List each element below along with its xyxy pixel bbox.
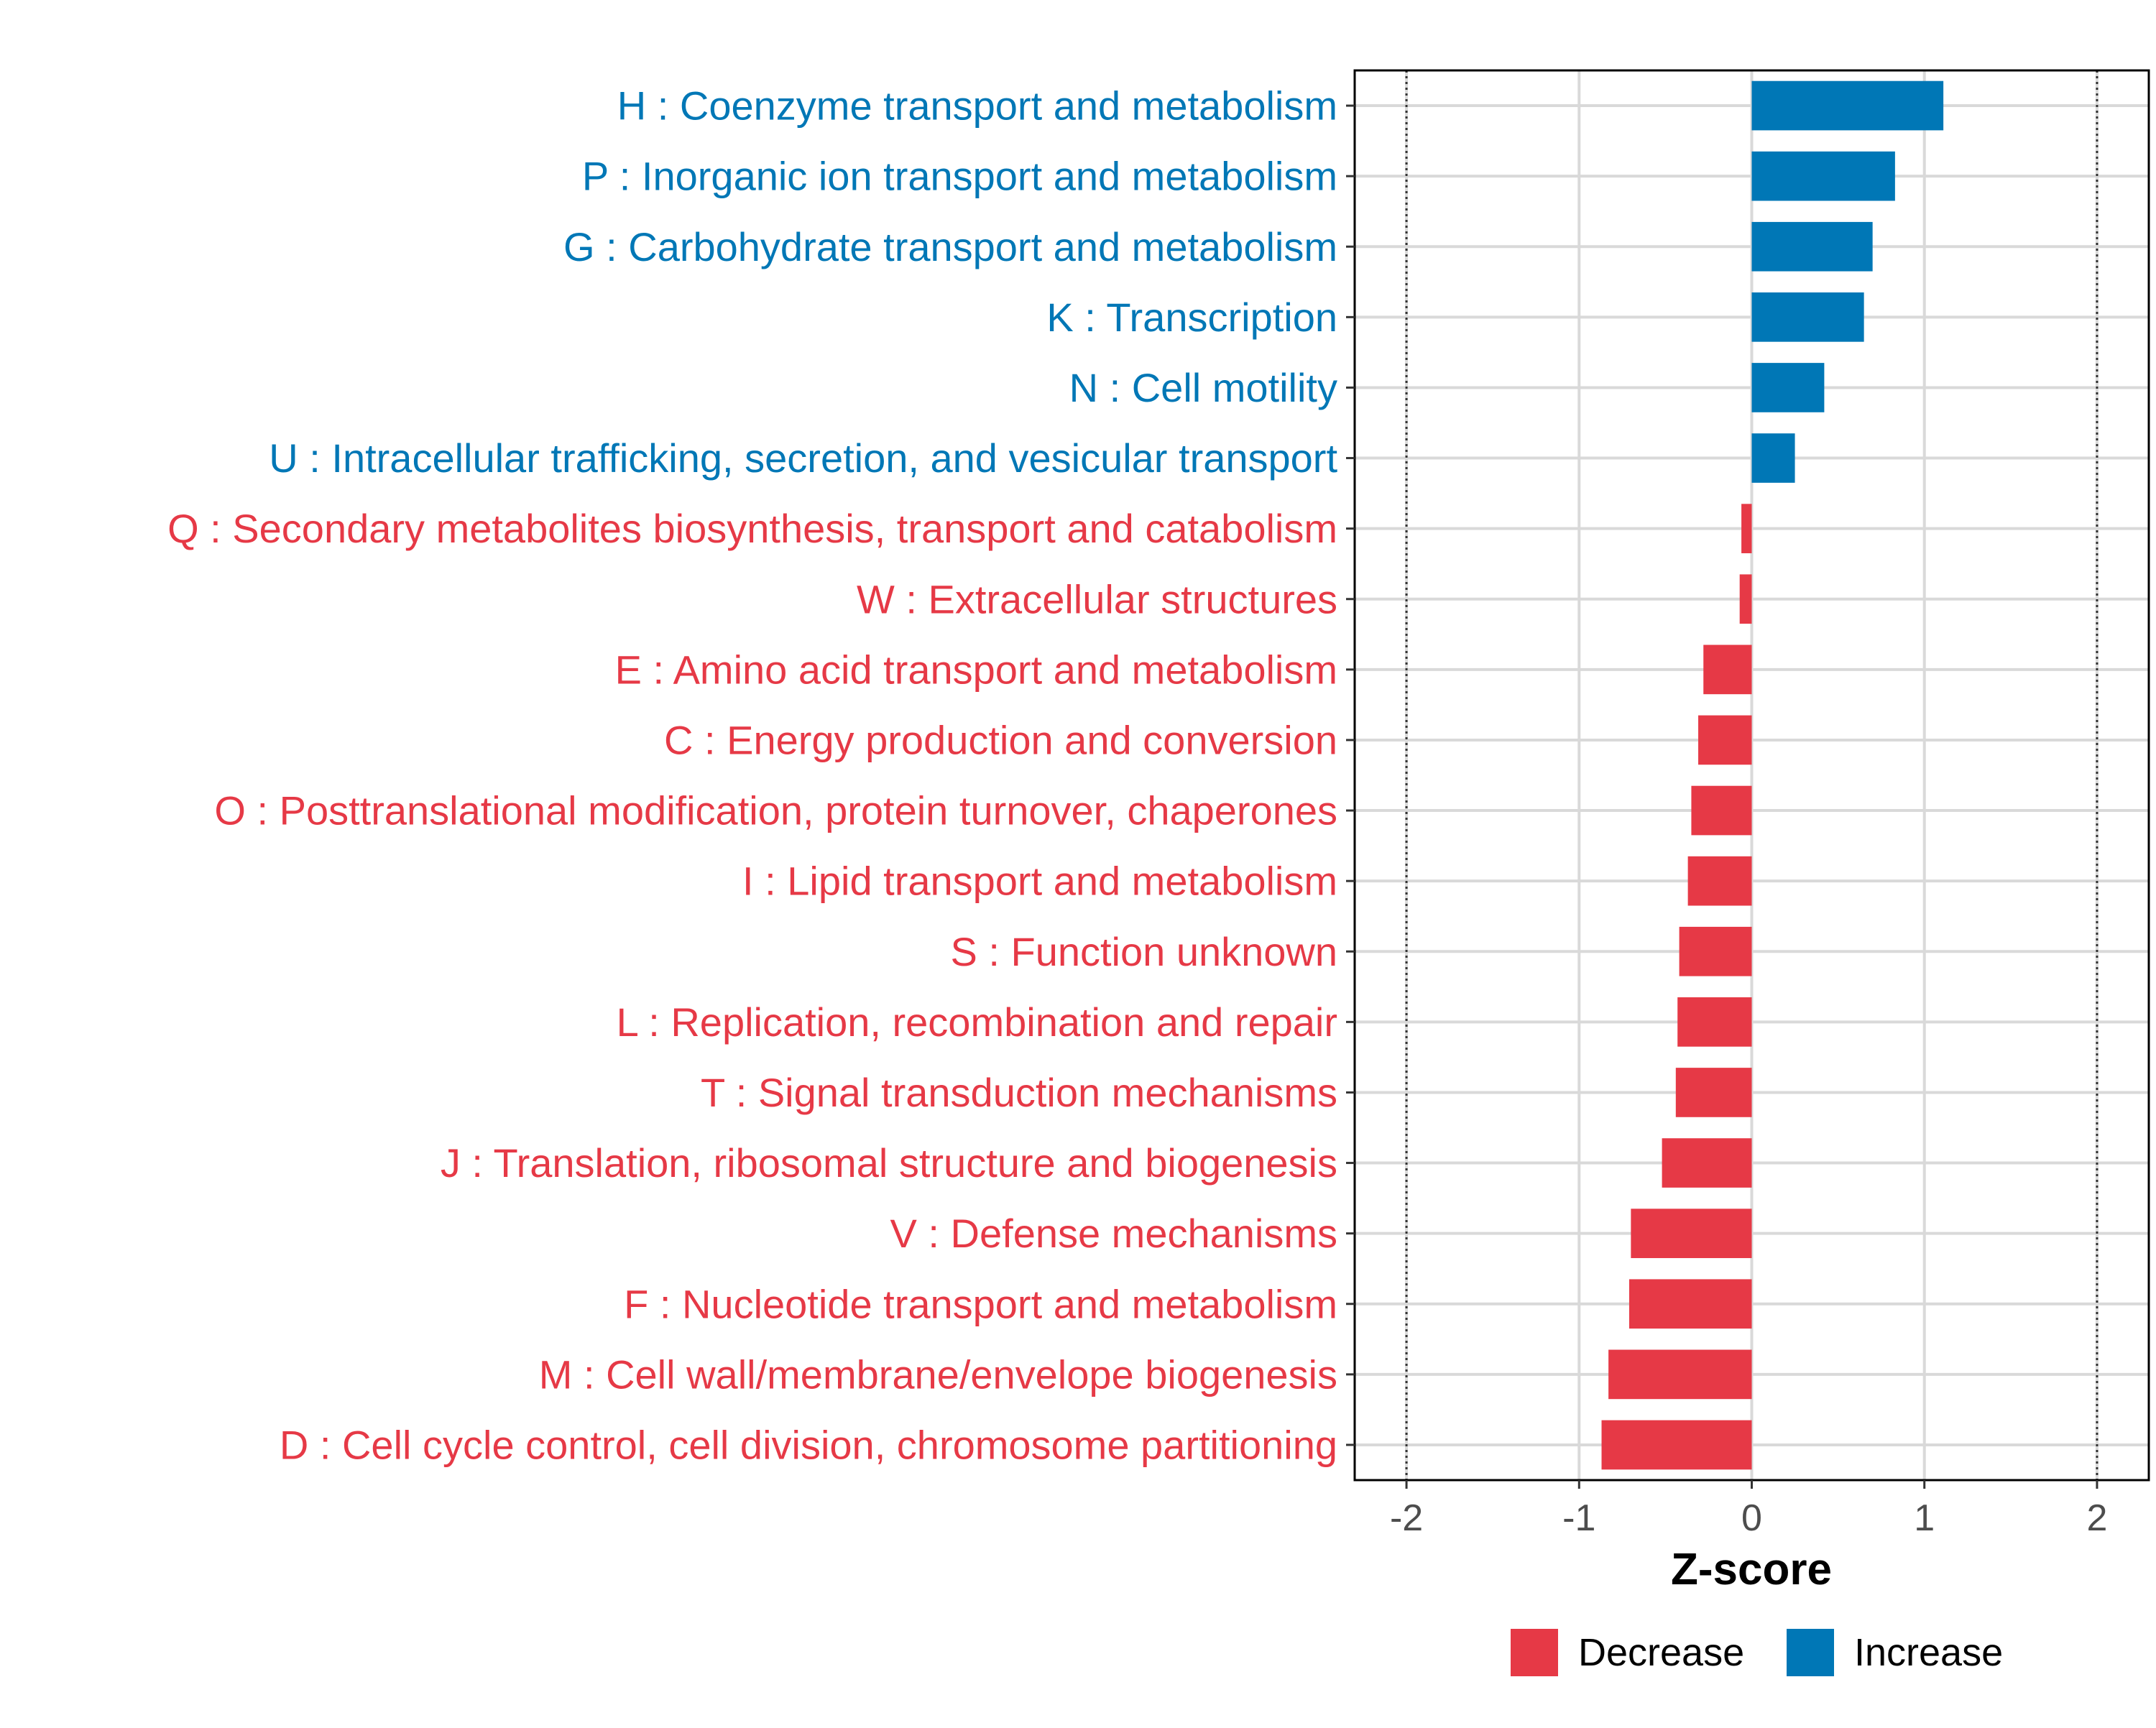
y-tick-label: E : Amino acid transport and metabolism [615, 647, 1337, 692]
bar [1751, 80, 1944, 131]
y-tick-label: I : Lipid transport and metabolism [742, 859, 1337, 904]
y-axis-ticks [1346, 104, 1355, 1446]
bar [1739, 574, 1752, 624]
bar [1608, 1349, 1752, 1400]
y-tick-label: G : Carbohydrate transport and metabolis… [563, 224, 1337, 269]
y-tick-label: D : Cell cycle control, cell division, c… [280, 1422, 1337, 1467]
y-tick-label: O : Posttranslational modification, prot… [214, 788, 1337, 833]
y-tick-label: H : Coenzyme transport and metabolism [617, 83, 1337, 129]
x-tick-label: -2 [1390, 1497, 1423, 1539]
bar [1751, 221, 1873, 272]
y-tick-label: U : Intracellular trafficking, secretion… [269, 435, 1337, 481]
bar [1703, 644, 1752, 695]
legend-key [1787, 1629, 1834, 1676]
y-tick-label: S : Function unknown [950, 929, 1337, 974]
y-tick-label: J : Translation, ribosomal structure and… [441, 1140, 1337, 1186]
y-tick-label: M : Cell wall/membrane/envelope biogenes… [539, 1352, 1337, 1397]
x-tick-label: 2 [2086, 1497, 2107, 1539]
bar [1675, 1068, 1752, 1117]
bars [1601, 80, 1944, 1470]
x-tick-label: -1 [1562, 1497, 1595, 1539]
bar [1751, 363, 1825, 412]
y-tick-label: P : Inorganic ion transport and metaboli… [582, 154, 1337, 199]
y-tick-label: C : Energy production and conversion [664, 717, 1337, 762]
x-axis-title: Z-score [1671, 1545, 1832, 1594]
legend: Decrease Increase [1511, 1629, 2003, 1676]
x-axis-tick-labels: -2 -1 0 1 2 [1390, 1497, 2107, 1539]
x-tick-label: 0 [1741, 1497, 1762, 1539]
x-tick-label: 1 [1914, 1497, 1935, 1539]
y-tick-label: Q : Secondary metabolites biosynthesis, … [167, 506, 1337, 551]
y-axis-labels: H : Coenzyme transport and metabolism P :… [167, 83, 1337, 1468]
y-tick-label: N : Cell motility [1069, 365, 1337, 410]
y-tick-label: W : Extracellular structures [857, 576, 1337, 622]
bar [1628, 1279, 1752, 1329]
bar [1751, 151, 1895, 201]
bar [1662, 1138, 1752, 1188]
bar [1631, 1209, 1752, 1258]
y-tick-label: F : Nucleotide transport and metabolism [624, 1281, 1337, 1326]
y-tick-label: L : Replication, recombination and repai… [617, 999, 1337, 1045]
bar [1751, 292, 1864, 342]
legend-label: Increase [1854, 1631, 2003, 1674]
y-tick-label: T : Signal transduction mechanisms [701, 1070, 1337, 1115]
bar [1691, 785, 1752, 836]
y-tick-label: V : Defense mechanisms [890, 1211, 1337, 1256]
legend-key [1511, 1629, 1558, 1676]
bar [1698, 715, 1752, 765]
bar [1677, 997, 1752, 1047]
bar [1751, 433, 1795, 483]
bar [1679, 926, 1752, 976]
legend-label: Decrease [1578, 1631, 1744, 1674]
x-axis-ticks [1405, 1480, 2099, 1489]
bar [1687, 856, 1752, 906]
bar [1601, 1420, 1752, 1470]
y-tick-label: K : Transcription [1046, 295, 1337, 340]
bar [1741, 504, 1752, 553]
